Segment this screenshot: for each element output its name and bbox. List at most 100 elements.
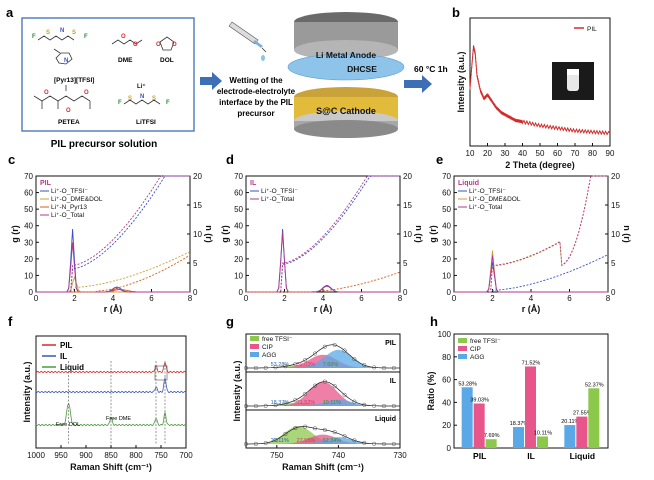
dol-molecule [159,36,175,51]
x-axis-label: Raman Shift (cm⁻¹) [282,462,364,472]
x-tick-label: 700 [179,451,193,460]
x-tick-label: 60 [553,149,562,158]
y2-axis-label: n (r) [622,225,632,243]
bar-value: 27.55% [573,411,592,417]
raman-fit-chart: 750 740 730 Raman Shift (cm⁻¹) Intensity (a.… [232,333,407,472]
legend-label: Li⁺-O_DME&DOL [469,196,521,203]
svg-text:F: F [118,100,122,106]
data-point [283,401,288,406]
x-tick-label: 2 [72,294,77,303]
bar-value: 71.52% [522,360,541,366]
svg-text:F: F [84,34,88,40]
x-tick-label: 10 [466,149,475,158]
panel-h-label: h [430,314,438,329]
fit-value: 7.69% [323,362,339,368]
y-axis-label: Ratio (%) [426,372,436,411]
x-tick-label: 90 [606,149,615,158]
cathode-label: S@C Cathode [316,106,376,116]
x-tick-label: 70 [571,149,580,158]
petea-molecule [33,85,91,109]
panel-b-label: b [452,5,460,20]
y2-tick-label: 20 [611,172,620,181]
bar-value: 10.11% [534,430,552,436]
panel-f-label: f [8,314,13,329]
x-tick-label: 30 [501,149,510,158]
fit-envelope [246,344,400,369]
y-tick-label: 10 [24,271,33,280]
bar-agg [564,425,576,448]
svg-text:interface by the PIL: interface by the PIL [219,98,293,107]
svg-text:O: O [172,42,177,48]
y-tick-label: 0 [29,288,34,297]
x-tick-label: 0 [452,294,457,303]
x-tick-label: 8 [606,294,611,303]
svg-text:N: N [64,58,68,64]
x-tick-label: 8 [188,294,193,303]
xrd-chart: 10 20 30 40 50 60 70 80 90 2 Theta (degree) Intens… [456,17,615,170]
y-tick-label: 70 [442,172,451,181]
y2-tick-label: 5 [403,259,408,268]
dme-molecule [111,39,143,45]
precursor-box [21,17,195,132]
x-axis-label: r (Å) [314,304,333,314]
pyr13-label: [Pyr13][TFSI] [54,77,94,84]
data-point [303,424,308,429]
subpanel-title: Liquid [375,416,396,423]
data-point [372,403,377,408]
y-axis-label: g (r) [10,225,20,243]
x-tick-label: 730 [393,451,407,460]
fit-value: 52.34% [323,438,342,444]
dme-label: DME [118,57,133,64]
dol-label: DOL [160,57,174,64]
arrow-1 [200,72,222,90]
y-axis-label: g (r) [220,225,230,243]
y-tick-label: 60 [442,189,451,198]
bar-cip [525,366,536,448]
data-point [263,403,268,408]
data-point [312,383,317,388]
data-point [352,399,357,404]
rdf-total [454,255,608,293]
fit-value: 39.03% [297,362,316,368]
data-point [243,403,248,408]
x-tick-label: 0 [244,294,249,303]
legend-label: Li⁺-O_TFSI⁻ [261,188,298,195]
n-total [454,175,608,293]
pipette-icon [228,21,267,61]
y2-tick-label: 10 [403,230,412,239]
legend-label: Li⁺-O_Total [261,196,295,203]
legend-label: Li⁺-O_DME&DOL [51,196,103,203]
svg-text:S: S [46,30,50,36]
bar-agg [513,427,524,448]
svg-text:Wetting of the: Wetting of the [229,76,283,85]
svg-text:S: S [128,96,132,102]
n-other [246,271,401,293]
y2-tick-label: 10 [611,230,620,239]
svg-text:O: O [121,34,126,40]
bar-agg [461,387,473,448]
rdf-tfsi [454,262,608,293]
svg-text:N: N [140,94,144,100]
legend-label: IL [60,352,67,361]
fit-area [246,381,400,406]
y-tick-label: 60 [234,189,243,198]
svg-text:O: O [84,90,89,96]
legend-label: Liquid [60,363,84,372]
data-point [332,342,337,347]
legend-swatch [250,344,259,349]
data-point [322,427,327,432]
y2-tick-label: 15 [403,201,412,210]
legend-label: Li⁺-O_Total [51,212,85,219]
fit-area [246,434,400,444]
y-tick-label: 10 [442,271,451,280]
data-point [253,365,258,370]
petea-label: PETEA [58,119,80,126]
panel-e-label: e [436,152,443,167]
y2-tick-label: 5 [611,259,616,268]
y-tick-label: 70 [234,172,243,181]
y2-tick-label: 10 [193,230,202,239]
bar-cip [576,416,588,448]
rdf-total [246,232,400,293]
